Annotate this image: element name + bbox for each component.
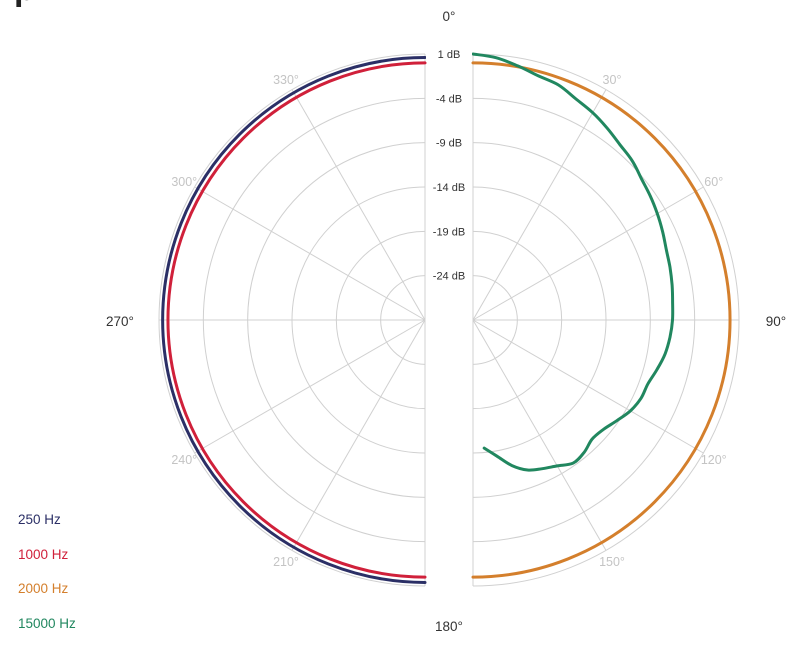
legend-entry: 1000 Hz [18,545,76,580]
grid-spoke [292,90,425,320]
angle-label: 210° [273,555,299,569]
db-tick-label: -14 dB [433,182,465,194]
legend-entry: 250 Hz [18,510,76,545]
angle-label: 120° [701,453,727,467]
angle-label: 240° [171,453,197,467]
legend-entry: 2000 Hz [18,579,76,614]
angle-label: 300° [171,175,197,189]
db-tick-label: -4 dB [436,93,462,105]
angle-label: 0° [443,9,456,24]
legend-entry: 15000 Hz [18,614,76,648]
angle-label: 180° [435,619,463,634]
grid-spoke [195,187,425,320]
db-tick-label: -9 dB [436,138,462,150]
grid-spoke [292,320,425,550]
angle-label: 270° [106,314,134,329]
grid-spoke [473,187,703,320]
axis-labels: 1 dB -4 dB -9 dB -14 dB -19 dB -24 dB 0° 30° 60°… [106,9,786,634]
angle-label: 90° [766,314,786,329]
grid-spoke [473,90,606,320]
angle-label: 330° [273,73,299,87]
db-tick-label: -19 dB [433,226,465,238]
angle-label: 30° [603,73,622,87]
grid-spoke [195,320,425,453]
db-tick-label: -24 dB [433,271,465,283]
grid-spoke [473,320,606,550]
angle-label: 150° [599,555,625,569]
db-tick-label: 1 dB [438,49,461,61]
angle-label: 60° [704,175,723,189]
